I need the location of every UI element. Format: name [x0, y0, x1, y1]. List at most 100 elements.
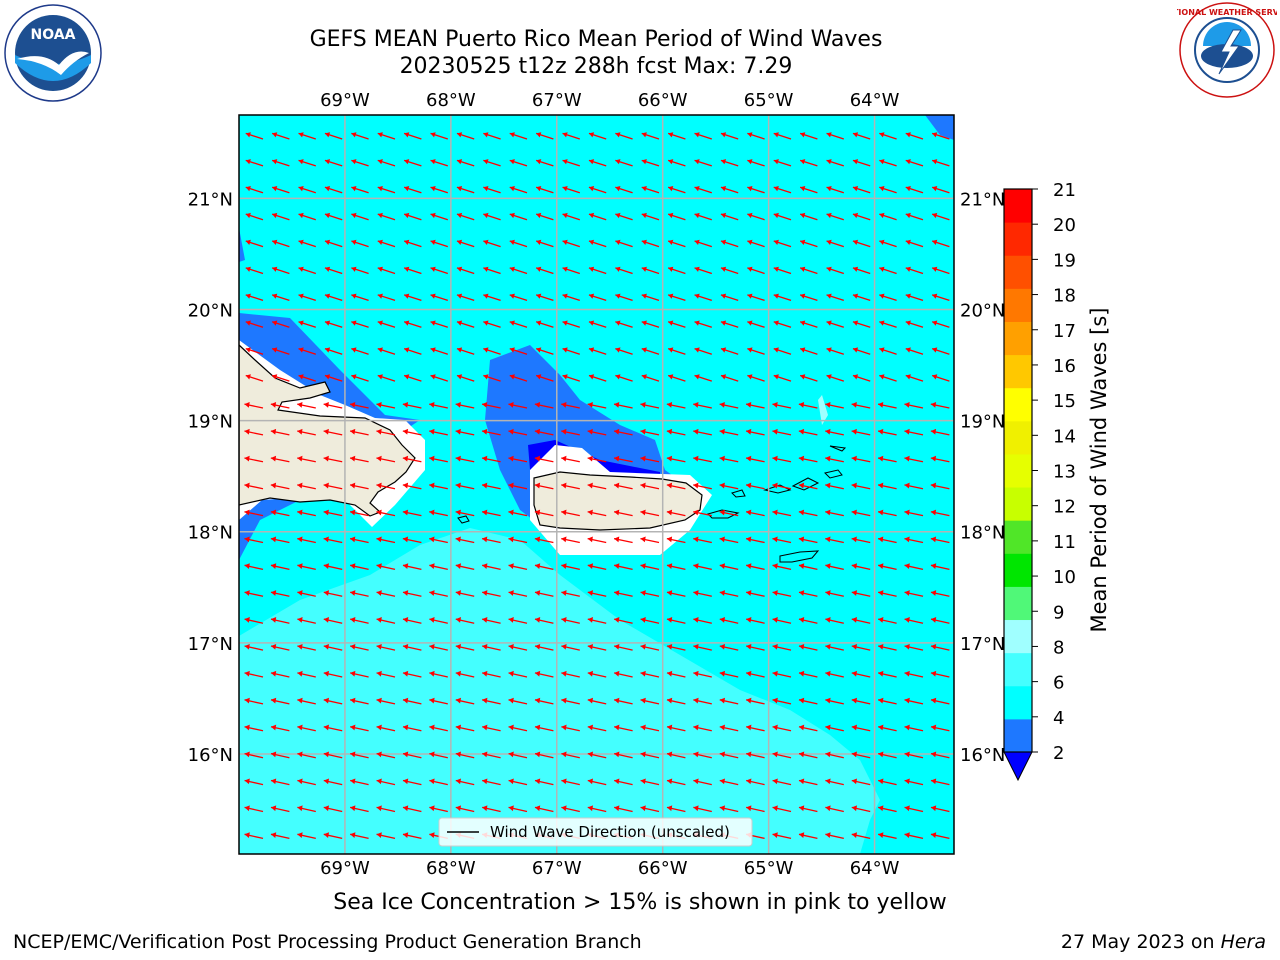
wave-direction-arrow — [904, 724, 924, 732]
wave-direction-arrow — [614, 778, 633, 786]
wave-direction-arrow — [402, 643, 422, 651]
wave-direction-arrow — [534, 778, 554, 786]
lat-tick-label-left: 17°N — [188, 634, 233, 655]
wave-direction-arrow — [350, 643, 369, 651]
wave-direction-arrow — [298, 347, 316, 355]
wave-direction-arrow — [509, 239, 528, 248]
wave-direction-arrow — [298, 293, 316, 302]
wave-direction-arrow — [323, 724, 343, 732]
wave-direction-arrow — [825, 805, 844, 813]
wave-direction-arrow — [562, 374, 580, 382]
wave-direction-arrow — [402, 697, 422, 705]
nws-logo-text: NATIONAL WEATHER SERVICE — [1177, 8, 1277, 17]
wave-direction-arrow — [509, 159, 528, 167]
wave-direction-arrow — [456, 186, 475, 194]
wave-direction-arrow — [798, 590, 818, 597]
colorbar-segment — [1004, 387, 1032, 422]
wave-direction-arrow — [719, 509, 739, 517]
wave-direction-arrow — [403, 266, 422, 275]
wave-direction-arrow — [905, 347, 924, 355]
wave-direction-arrow — [746, 590, 765, 597]
colorbar-tick-label: 15 — [1053, 391, 1076, 412]
wave-direction-arrow — [508, 536, 528, 544]
wave-direction-arrow — [666, 590, 686, 597]
colorbar-tick-label: 6 — [1053, 673, 1064, 694]
wave-direction-arrow — [455, 617, 475, 624]
colorbar-tick-label: 19 — [1053, 250, 1076, 271]
wave-direction-arrow — [587, 482, 607, 490]
wave-direction-arrow — [640, 778, 660, 786]
wave-direction-arrow — [878, 643, 897, 651]
wave-direction-arrow — [351, 159, 369, 167]
wave-direction-arrow — [694, 132, 712, 140]
wave-direction-arrow — [323, 590, 343, 597]
wave-direction-arrow — [535, 186, 554, 194]
wave-direction-arrow — [905, 159, 924, 167]
wave-direction-arrow — [402, 563, 422, 571]
wave-direction-arrow — [244, 563, 264, 571]
wave-direction-arrow — [905, 239, 924, 248]
wave-direction-arrow — [245, 212, 264, 221]
wave-direction-arrow — [482, 670, 501, 678]
lon-tick-label-top: 69°W — [320, 90, 370, 111]
colorbar-segment — [1004, 652, 1032, 687]
wave-direction-arrow — [270, 401, 290, 409]
colorbar-segment — [1004, 189, 1032, 223]
wave-direction-arrow — [455, 590, 475, 597]
wave-direction-arrow — [245, 374, 264, 382]
wave-direction-arrow — [403, 186, 422, 194]
wave-direction-arrow — [799, 374, 818, 382]
wave-direction-arrow — [798, 724, 818, 732]
wave-direction-arrow — [429, 428, 448, 436]
wave-direction-arrow — [244, 509, 264, 517]
wave-direction-arrow — [587, 455, 607, 463]
wave-direction-arrow — [535, 132, 554, 140]
colorbar-segment — [1004, 553, 1032, 587]
wave-direction-arrow — [535, 212, 554, 221]
wave-direction-arrow — [851, 401, 871, 409]
wave-direction-arrow — [772, 832, 792, 840]
wave-direction-arrow — [244, 697, 264, 705]
wave-direction-arrow — [879, 293, 897, 302]
wave-direction-arrow — [719, 428, 739, 436]
wave-direction-arrow — [535, 159, 554, 167]
wave-direction-arrow — [456, 320, 475, 328]
wave-direction-arrow — [879, 159, 897, 167]
wave-direction-arrow — [297, 697, 316, 705]
wave-direction-arrow — [402, 724, 422, 732]
wave-direction-arrow — [693, 778, 712, 786]
wave-direction-arrow — [456, 347, 475, 355]
wave-direction-arrow — [772, 428, 792, 436]
wave-direction-arrow — [429, 563, 448, 571]
wave-direction-arrow — [719, 643, 739, 651]
wave-direction-arrow — [270, 724, 290, 732]
wave-direction-arrow — [878, 617, 897, 624]
wave-direction-arrow — [825, 401, 844, 409]
wave-direction-arrow — [561, 428, 580, 436]
wave-direction-arrow — [587, 805, 607, 813]
wave-direction-arrow — [402, 428, 422, 436]
wave-direction-arrow — [534, 751, 554, 759]
wave-direction-arrow — [905, 186, 924, 194]
wave-direction-arrow — [402, 832, 422, 840]
wave-direction-arrow — [402, 536, 422, 544]
wave-direction-arrow — [297, 563, 316, 571]
wave-direction-arrow — [324, 186, 343, 194]
colorbar-segment — [1004, 619, 1032, 654]
wave-direction-arrow — [534, 617, 554, 624]
wave-direction-arrow — [825, 832, 844, 840]
footer-date: 27 May 2023 on Hera — [1061, 931, 1266, 953]
wave-direction-arrow — [904, 617, 924, 624]
wave-direction-arrow — [641, 132, 660, 140]
wave-direction-arrow — [851, 670, 871, 678]
wave-direction-arrow — [297, 724, 316, 732]
wave-direction-arrow — [640, 455, 660, 463]
wave-direction-arrow — [931, 212, 950, 221]
wave-direction-arrow — [297, 617, 316, 624]
wave-direction-arrow — [694, 159, 712, 167]
wave-direction-arrow — [376, 724, 396, 732]
wave-direction-arrow — [825, 509, 844, 517]
wave-direction-arrow — [429, 778, 448, 786]
wave-direction-arrow — [930, 509, 950, 517]
